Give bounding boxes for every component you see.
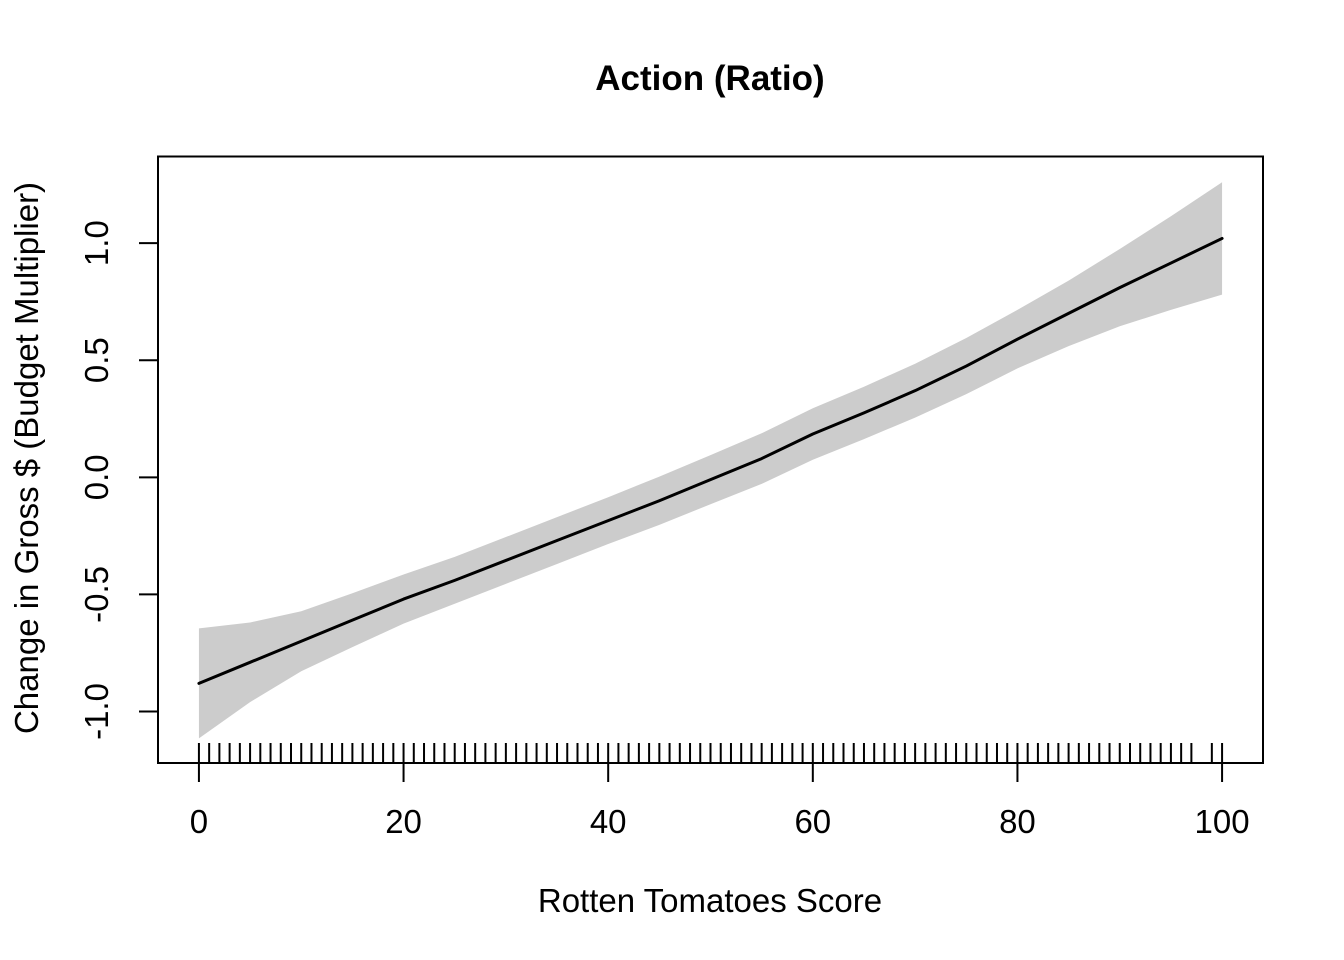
x-tick-label: 0 [190,803,208,840]
fit-line-layer [197,236,1224,685]
x-tick-label: 40 [590,803,627,840]
y-tick-label: -0.5 [78,566,115,623]
fit-line [197,236,1224,685]
y-tick-label: -1.0 [78,683,115,740]
x-axis-label: Rotten Tomatoes Score [538,882,882,919]
y-tick-label: 1.0 [78,220,115,266]
x-tick-label: 60 [794,803,831,840]
axis-layer: 0 20 40 60 80 100 -1.0 -0.5 0.0 0.5 1.0 [78,220,1250,840]
y-tick-label: 0.5 [78,337,115,383]
rug-marks-layer [197,743,1224,762]
x-tick-label: 100 [1195,803,1250,840]
y-tick-label: 0.0 [78,454,115,500]
confidence-band-layer [198,182,1223,739]
plot-border-layer [157,155,1264,764]
x-tick-label: 80 [999,803,1036,840]
plot-border [157,155,1264,764]
x-tick-label: 20 [385,803,422,840]
confidence-band [198,182,1223,739]
chart-title: Action (Ratio) [595,59,824,98]
y-axis-label: Change in Gross $ (Budget Multiplier) [8,182,45,734]
